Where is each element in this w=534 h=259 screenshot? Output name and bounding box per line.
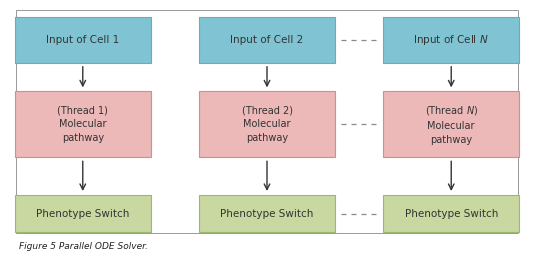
FancyBboxPatch shape	[383, 195, 520, 233]
FancyBboxPatch shape	[199, 195, 335, 233]
Text: (Thread $N$)
Molecular
pathway: (Thread $N$) Molecular pathway	[425, 104, 478, 145]
FancyBboxPatch shape	[199, 91, 335, 157]
Text: Figure 5 Parallel ODE Solver.: Figure 5 Parallel ODE Solver.	[19, 242, 147, 250]
FancyBboxPatch shape	[199, 18, 335, 63]
Text: Input of Cell $N$: Input of Cell $N$	[413, 33, 489, 47]
Text: (Thread 1)
Molecular
pathway: (Thread 1) Molecular pathway	[57, 105, 108, 143]
Text: Input of Cell 1: Input of Cell 1	[46, 35, 120, 45]
Text: Input of Cell 2: Input of Cell 2	[230, 35, 304, 45]
Text: Phenotype Switch: Phenotype Switch	[36, 209, 129, 219]
FancyBboxPatch shape	[383, 91, 520, 157]
FancyBboxPatch shape	[14, 18, 151, 63]
FancyBboxPatch shape	[14, 91, 151, 157]
FancyBboxPatch shape	[14, 195, 151, 233]
Text: Phenotype Switch: Phenotype Switch	[405, 209, 498, 219]
Bar	[16, 10, 518, 233]
FancyBboxPatch shape	[383, 18, 520, 63]
Text: (Thread 2)
Molecular
pathway: (Thread 2) Molecular pathway	[241, 105, 293, 143]
Text: Phenotype Switch: Phenotype Switch	[221, 209, 313, 219]
